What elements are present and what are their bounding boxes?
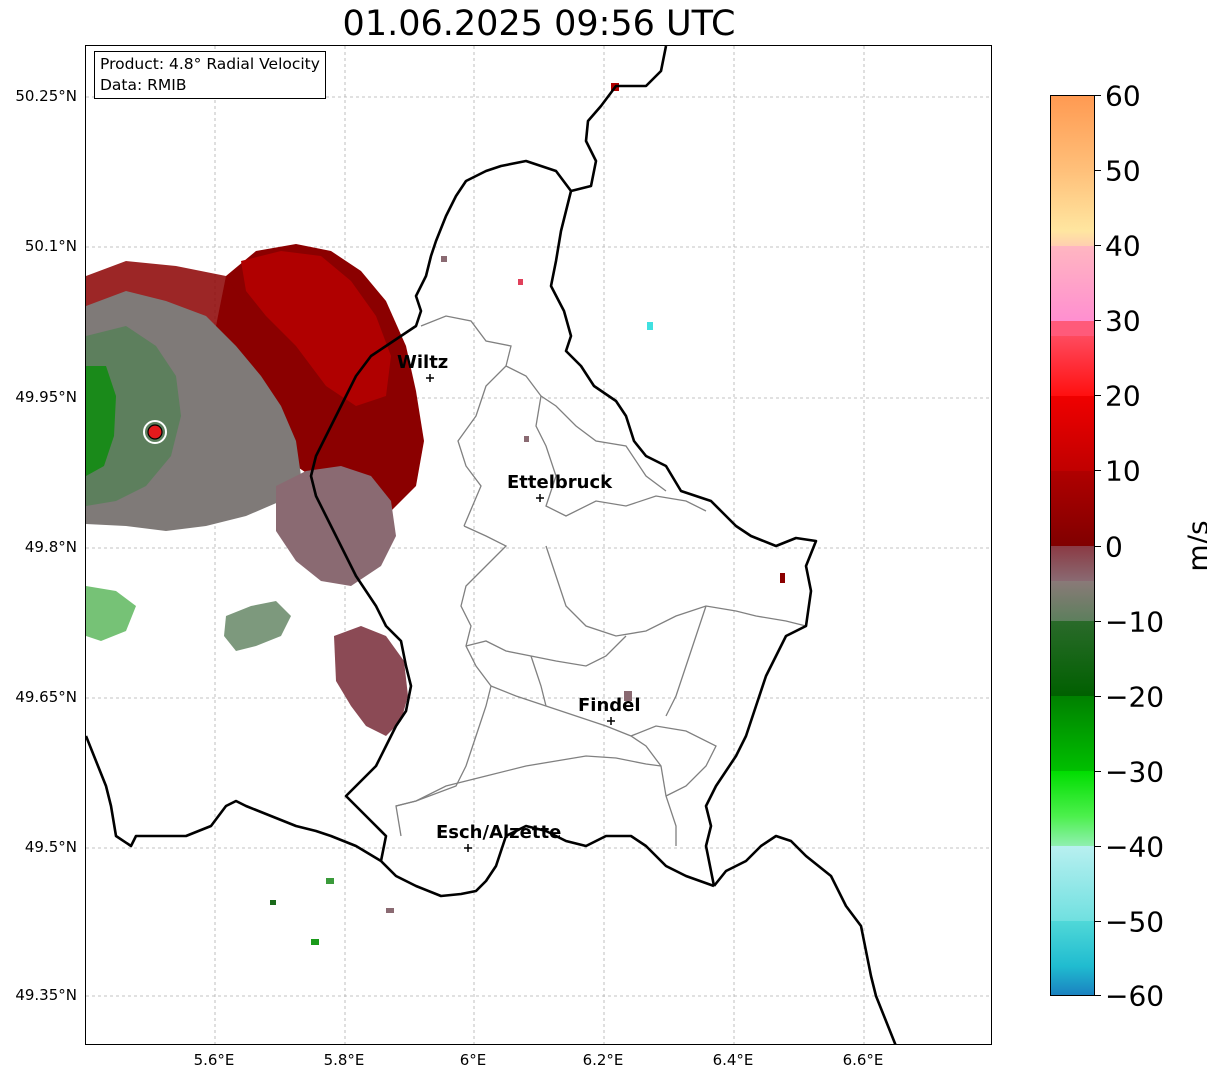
radar-site-marker <box>147 424 163 440</box>
country-borders <box>86 46 897 1044</box>
city-markers <box>426 374 615 852</box>
lon-tick-label: 5.6°E <box>193 1051 235 1069</box>
lat-tick-label: 49.5°N <box>24 838 77 856</box>
colorbar-tick-label: −50 <box>1105 905 1165 939</box>
lat-tick-label: 49.35°N <box>15 986 77 1004</box>
radar-map[interactable]: Wiltz Ettelbruck Findel Esch/Alzette <box>85 45 992 1045</box>
colorbar-tick-label: 50 <box>1105 154 1141 188</box>
colorbar-tick-label: −30 <box>1105 755 1165 789</box>
lon-tick-label: 5.8°E <box>323 1051 365 1069</box>
lat-tick-label: 49.95°N <box>15 388 77 406</box>
lat-tick-label: 49.65°N <box>15 688 77 706</box>
colorbar-tick-label: 20 <box>1105 379 1141 413</box>
product-info-box: Product: 4.8° Radial Velocity Data: RMIB <box>94 51 326 99</box>
lon-tick-label: 6.2°E <box>582 1051 624 1069</box>
map-title: 01.06.2025 09:56 UTC <box>342 4 736 44</box>
data-source-label: Data: RMIB <box>100 76 187 94</box>
colorbar-tick-label: −10 <box>1105 605 1165 639</box>
colorbar-tick-label: 60 <box>1105 79 1141 113</box>
city-label-findel: Findel <box>578 695 641 716</box>
canton-borders <box>395 315 807 846</box>
colorbar-tick-label: −60 <box>1105 979 1165 1013</box>
colorbar-tick-label: 40 <box>1105 229 1141 263</box>
colorbar-tick-label: 10 <box>1105 454 1141 488</box>
velocity-colorbar <box>1050 95 1095 996</box>
city-label-wiltz: Wiltz <box>397 352 448 373</box>
product-label: Product: 4.8° Radial Velocity <box>100 55 320 73</box>
lon-tick-label: 6°E <box>459 1051 487 1069</box>
lon-tick-label: 6.4°E <box>712 1051 754 1069</box>
lat-tick-label: 50.1°N <box>24 237 77 255</box>
lat-tick-label: 50.25°N <box>15 87 77 105</box>
city-label-ettelbruck: Ettelbruck <box>507 472 613 493</box>
colorbar-tick-label: −40 <box>1105 830 1165 864</box>
lon-tick-label: 6.6°E <box>842 1051 884 1069</box>
colorbar-tick-label: 30 <box>1105 304 1141 338</box>
city-label-esch-alzette: Esch/Alzette <box>436 822 561 843</box>
colorbar-unit-label: m/s <box>1181 520 1207 572</box>
grid-lines <box>86 46 991 1044</box>
colorbar-tick-label: −20 <box>1105 680 1165 714</box>
lat-tick-label: 49.8°N <box>24 538 77 556</box>
radar-echoes <box>86 83 785 945</box>
colorbar-tick-label: 0 <box>1105 530 1123 564</box>
